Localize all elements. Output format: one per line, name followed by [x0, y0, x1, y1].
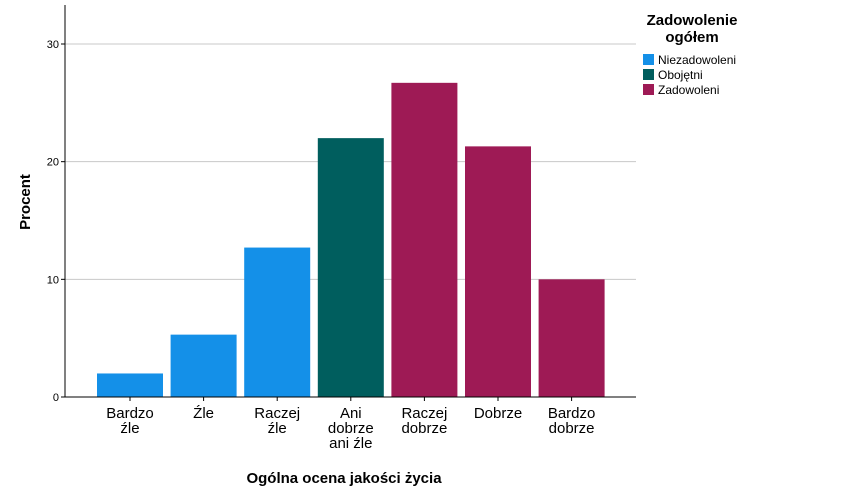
x-category-label: Bardzo dobrze [548, 405, 596, 437]
bar [317, 138, 384, 397]
y-tick-label: 20 [47, 157, 59, 169]
legend-title-line-1: Zadowolenie [647, 12, 738, 29]
legend-label: Obojętni [658, 68, 703, 82]
bar [97, 373, 163, 397]
legend-swatch [643, 69, 654, 80]
bar [465, 146, 531, 397]
legend-swatch [643, 84, 654, 95]
y-tick-label: 30 [47, 39, 59, 51]
x-category-label: Raczej źle [254, 405, 300, 437]
legend-title-line-2: ogółem [665, 29, 718, 46]
bars [97, 82, 605, 401]
bar [538, 279, 605, 397]
x-category-label: Ani dobrze ani źle [328, 405, 374, 452]
y-axis-title: Procent [17, 174, 34, 230]
x-category-label: Źle [193, 405, 214, 422]
legend-label: Niezadowoleni [658, 53, 736, 67]
x-category-label: Dobrze [474, 405, 522, 422]
bar [170, 334, 237, 397]
y-tick-label: 10 [47, 274, 59, 286]
bar [391, 82, 458, 397]
x-category-label: Bardzo źle [106, 405, 154, 437]
legend: Zadowolenie ogółem NiezadowoleniObojętni… [643, 12, 737, 97]
y-tick-label: 0 [53, 392, 59, 404]
legend-swatch [643, 54, 654, 65]
x-axis-title: Ogólna ocena jakości życia [246, 470, 442, 487]
x-category-label: Raczej dobrze [401, 405, 447, 437]
bar [244, 247, 311, 397]
legend-label: Zadowoleni [658, 83, 719, 97]
y-tick-labels: 0 10 20 30 [47, 39, 59, 404]
x-category-labels: Bardzo źle Źle Raczej źle Ani dobrze ani źle Rac… [106, 405, 595, 452]
